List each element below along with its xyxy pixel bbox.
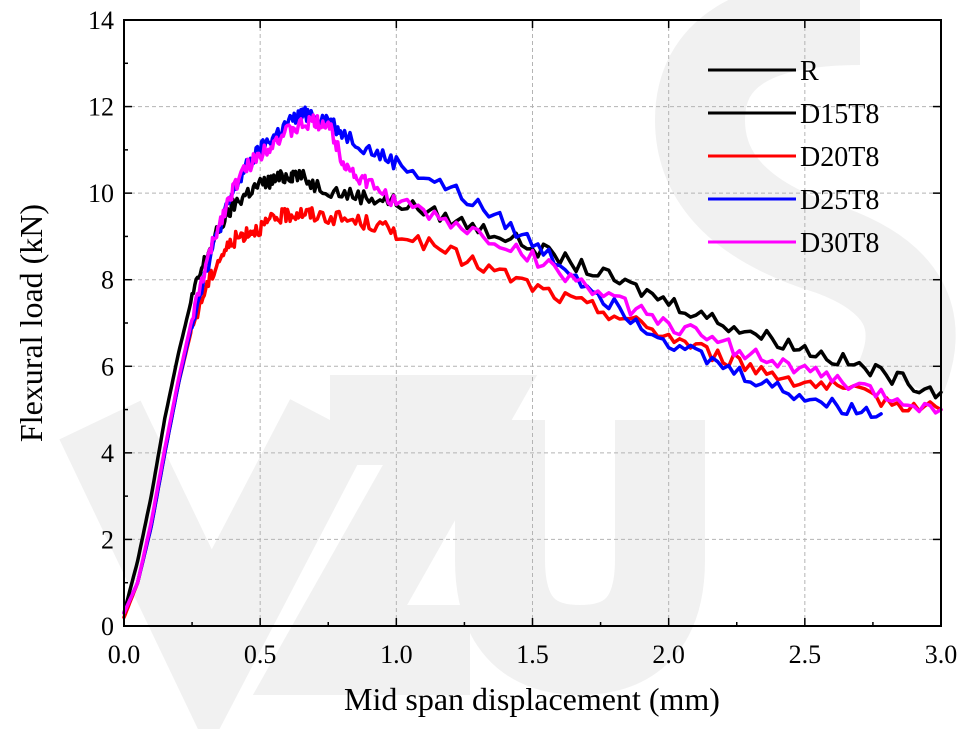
x-tick-label: 1.0 xyxy=(380,640,413,669)
x-axis-title: Mid span displacement (mm) xyxy=(344,681,720,717)
legend-label-d20t8: D20T8 xyxy=(800,142,879,173)
y-tick-label: 6 xyxy=(101,352,114,381)
legend-label-d25t8: D25T8 xyxy=(800,185,879,216)
y-axis-title: Flexural load (kN) xyxy=(13,204,49,442)
y-tick-label: 8 xyxy=(101,266,114,295)
y-tick-label: 10 xyxy=(88,179,114,208)
x-axis-ticks xyxy=(123,20,942,626)
watermark-graphic xyxy=(59,0,956,729)
y-tick-label: 4 xyxy=(101,439,114,468)
y-grid xyxy=(124,106,941,540)
plot-area xyxy=(122,19,943,627)
x-tick-label: 2.0 xyxy=(652,640,685,669)
y-tick-labels: 0 2 4 6 8 10 12 14 xyxy=(88,6,114,641)
legend-item-d30t8: D30T8 xyxy=(708,228,879,259)
x-grid xyxy=(259,20,806,626)
x-tick-label: 1.5 xyxy=(516,640,549,669)
y-tick-label: 0 xyxy=(101,612,114,641)
legend-item-d20t8: D20T8 xyxy=(708,142,879,173)
x-tick-label: 0.0 xyxy=(108,640,141,669)
y-tick-label: 14 xyxy=(88,6,114,35)
legend-label-d15t8: D15T8 xyxy=(800,99,879,130)
y-tick-label: 12 xyxy=(88,93,114,122)
legend-item-r: R xyxy=(708,56,819,87)
x-tick-labels: 0.0 0.5 1.0 1.5 2.0 2.5 3.0 xyxy=(108,640,958,669)
y-tick-label: 2 xyxy=(101,525,114,554)
x-tick-label: 3.0 xyxy=(925,640,958,669)
series-layer xyxy=(122,105,943,620)
legend-item-d25t8: D25T8 xyxy=(708,185,879,216)
legend-label-r: R xyxy=(800,56,819,87)
x-tick-label: 2.5 xyxy=(789,640,822,669)
series-line-d15t8 xyxy=(122,168,943,615)
series-line-d30t8 xyxy=(122,113,943,615)
x-tick-label: 0.5 xyxy=(244,640,277,669)
y-axis-ticks xyxy=(124,19,941,627)
legend: R D15T8 D20T8 D25T8 D30T8 xyxy=(708,56,879,259)
legend-label-d30t8: D30T8 xyxy=(800,228,879,259)
legend-item-d15t8: D15T8 xyxy=(708,99,879,130)
